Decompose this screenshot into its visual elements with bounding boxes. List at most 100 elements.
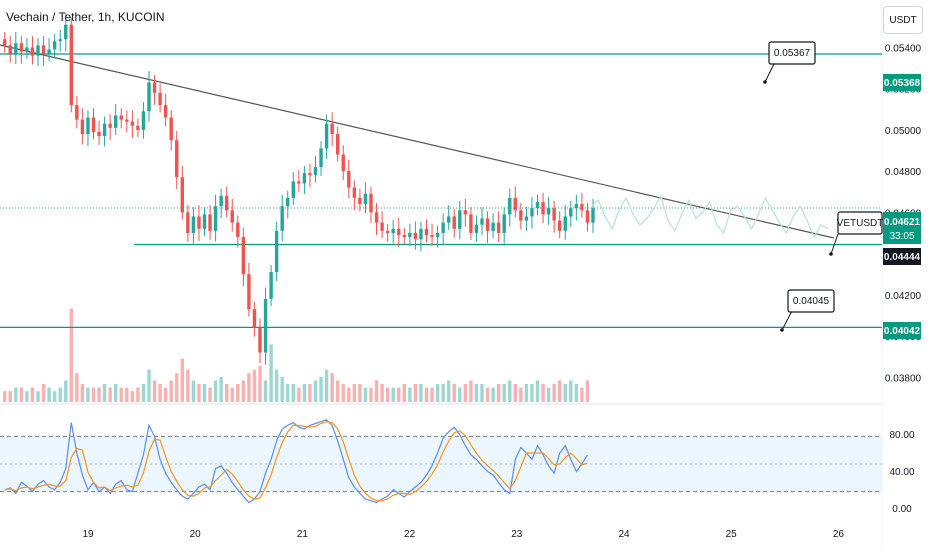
candle-body-53 [297, 181, 301, 184]
time-tick-19: 19 [82, 529, 94, 540]
price-tick-6: 0.05000 [885, 126, 922, 137]
volume-bar-77 [430, 387, 434, 402]
price-tick-8: 0.05400 [885, 43, 922, 54]
volume-bar-85 [474, 384, 479, 402]
candle-body-78 [435, 232, 440, 238]
volume-bar-100 [558, 380, 562, 402]
price-tick-0: 0.03800 [885, 373, 922, 384]
volume-bar-61 [341, 384, 345, 402]
candle-body-94 [524, 216, 529, 221]
volume-bar-58 [324, 369, 329, 402]
candle-body-82 [458, 210, 462, 229]
volume-bar-16 [91, 387, 96, 402]
candle-body-84 [469, 214, 473, 233]
volume-bar-59 [330, 373, 334, 402]
candle-body-74 [413, 232, 418, 240]
volume-bar-24 [136, 387, 140, 402]
candle-body-103 [574, 204, 579, 209]
volume-bar-87 [485, 387, 490, 402]
candle-body-87 [485, 218, 490, 231]
volume-bar-63 [352, 384, 357, 402]
candle-body-36 [202, 214, 207, 229]
volume-bar-14 [80, 384, 85, 402]
candle-body-98 [546, 208, 551, 215]
candle-body-44 [247, 274, 251, 310]
candle-body-7 [41, 45, 46, 54]
time-tick-24: 24 [618, 529, 630, 540]
volume-bar-68 [380, 384, 384, 402]
candle-body-47 [263, 298, 268, 353]
volume-bar-98 [546, 387, 551, 402]
volume-bar-4 [25, 391, 29, 402]
candle-body-95 [530, 208, 534, 217]
candle-body-49 [274, 230, 279, 273]
volume-bar-96 [535, 380, 540, 402]
candle-body-30 [169, 117, 173, 141]
volume-bar-73 [408, 387, 412, 402]
volume-bar-6 [36, 391, 40, 402]
volume-bar-78 [435, 384, 440, 402]
volume-bar-9 [52, 391, 57, 402]
horizontal-lines[interactable] [0, 53, 882, 328]
volume-bar-91 [508, 380, 512, 402]
candle-body-1 [8, 45, 12, 54]
volume-bar-27 [152, 380, 157, 402]
volume-bar-45 [252, 369, 257, 402]
price-label-lower: 0.04042 [883, 322, 921, 339]
volume-bar-49 [274, 369, 279, 402]
time-tick-20: 20 [190, 529, 202, 540]
volume-bar-60 [336, 380, 340, 402]
volume-bar-46 [258, 366, 262, 402]
volume-bar-70 [391, 387, 395, 402]
candle-body-59 [330, 123, 334, 134]
volume-bar-36 [202, 384, 207, 402]
callout-upper[interactable]: 0.05367 [763, 41, 816, 84]
volume-bar-104 [580, 387, 584, 402]
candle-body-63 [352, 187, 357, 198]
volume-bar-84 [469, 380, 473, 402]
volume-bar-47 [263, 380, 268, 402]
candle-body-43 [241, 237, 246, 275]
candle-body-72 [402, 235, 406, 238]
candle-body-100 [558, 220, 562, 231]
callout-lower[interactable]: 0.04045 [780, 289, 835, 332]
candle-body-19 [108, 123, 112, 128]
volume-bar-67 [374, 380, 379, 402]
time-axis[interactable]: 19 20 21 22 23 24 25 26 [82, 529, 844, 540]
candle-body-8 [47, 49, 51, 54]
volume-bar-25 [141, 384, 146, 402]
chart-title: Vechain / Tether, 1h, KUCOIN [6, 10, 165, 24]
volume-bar-15 [86, 387, 90, 402]
volume-bar-21 [119, 387, 123, 402]
candle-body-24 [136, 125, 140, 130]
candle-body-48 [269, 272, 273, 299]
callout-current-symbol[interactable]: VETUSDT [829, 211, 883, 256]
candle-body-35 [197, 216, 201, 229]
volume-bar-43 [241, 380, 246, 402]
volume-bar-50 [280, 376, 284, 402]
candle-body-104 [580, 204, 584, 211]
volume-bar-105 [585, 380, 590, 402]
volume-bar-30 [169, 380, 173, 402]
trend-line[interactable] [0, 44, 835, 239]
currency-button[interactable]: USDT [883, 6, 923, 34]
volume-bar-0 [3, 391, 7, 402]
volume-bar-5 [30, 387, 35, 402]
volume-bar-86 [480, 384, 484, 402]
volume-bar-93 [519, 387, 523, 402]
svg-text:0.04444: 0.04444 [884, 252, 921, 263]
candle-body-40 [225, 195, 229, 211]
volume-bar-38 [213, 380, 218, 402]
candle-body-58 [324, 123, 329, 149]
candle-body-34 [191, 216, 196, 233]
volume-bar-35 [197, 384, 201, 402]
candle-body-60 [336, 134, 340, 155]
volume-bar-64 [358, 384, 362, 402]
candle-body-62 [347, 171, 351, 188]
candle-body-28 [158, 92, 162, 106]
candle-body-39 [219, 195, 223, 207]
candle-body-5 [30, 47, 35, 56]
volume-bar-13 [75, 373, 79, 402]
candle-body-90 [502, 214, 506, 233]
